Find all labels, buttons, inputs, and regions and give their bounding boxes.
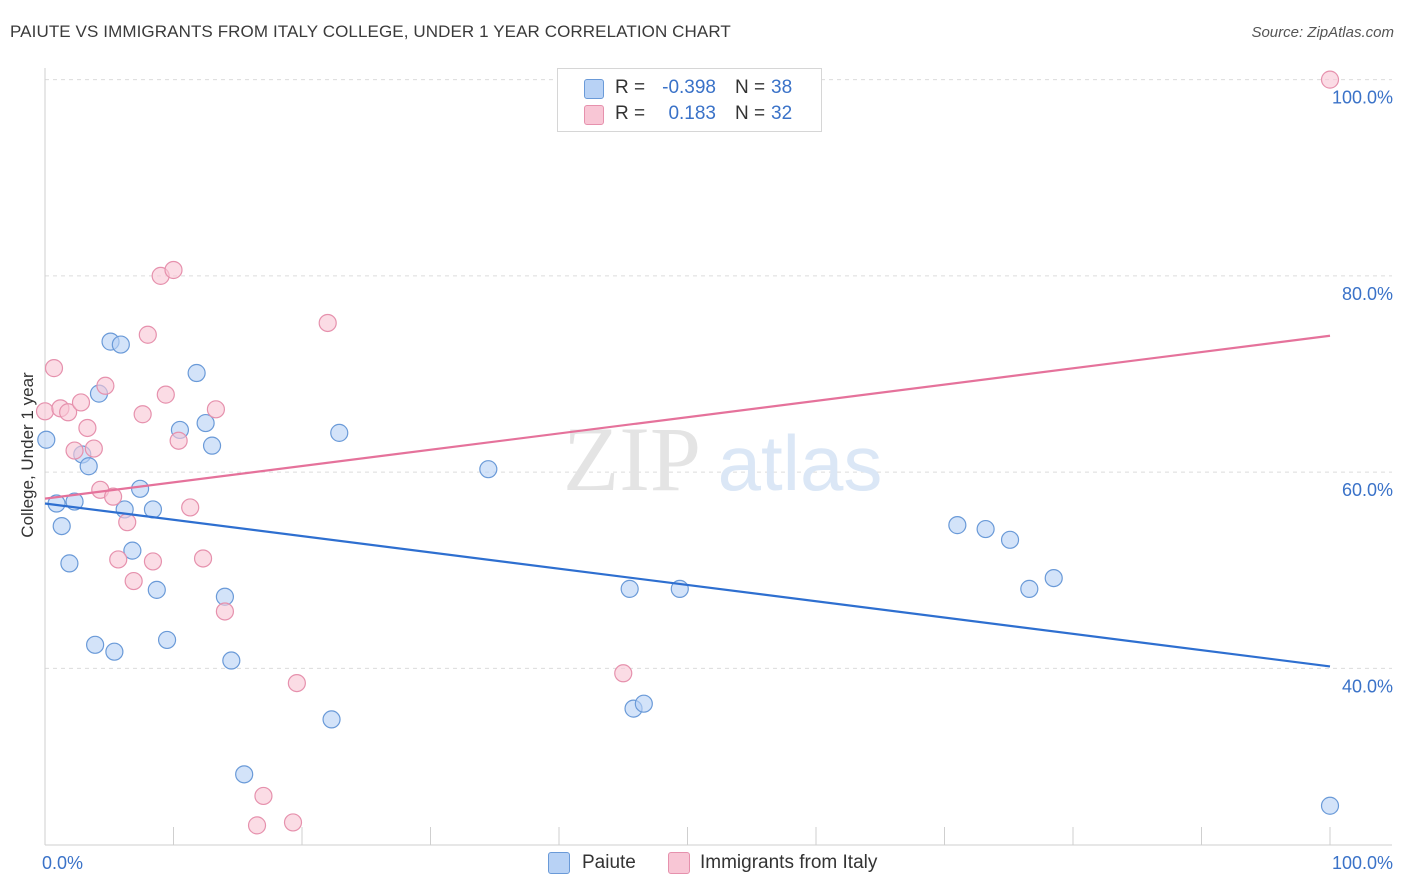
italy-point [104,487,123,506]
italy-point [215,602,234,621]
paiute-point [130,479,150,498]
italy-point [254,786,273,806]
paiute-point [222,651,241,670]
italy-point [84,439,103,458]
italy-point [156,385,175,404]
grid-lines [45,79,1392,669]
paiute-point [976,519,995,539]
italy-point [193,549,213,568]
tick-labels: 40.0% 60.0% 80.0% 100.0% 0.0% 100.0% [42,88,1393,873]
watermark: ZIP atlas [563,408,882,510]
italy-point [138,325,157,344]
italy-point [78,418,97,438]
paiute-point [330,423,349,442]
italy-point [44,359,64,378]
paiute-point [1320,796,1340,815]
italy-point [181,498,200,517]
paiute-point [634,694,653,713]
italy-trend-line [44,334,1331,500]
paiute-point [620,579,639,598]
italy-point [287,673,306,693]
paiute-point [123,541,142,560]
paiute-legend-swatch [548,852,570,874]
y-tick-label: 100.0% [1332,88,1393,108]
paiute-point [37,430,56,449]
paiute-point [202,436,222,455]
chart-title: PAIUTE VS IMMIGRANTS FROM ITALY COLLEGE,… [10,22,731,41]
y-tick-label: 80.0% [1342,284,1393,304]
y-axis-label: College, Under 1 year [18,372,37,538]
r-value: -0.398 [662,77,716,98]
italy-point [164,260,183,280]
paiute-point [479,460,498,479]
paiute-point [79,457,98,476]
y-tick-label: 40.0% [1342,676,1393,696]
italy-legend-label: Immigrants from Italy [700,852,878,873]
paiute-point [1044,568,1063,588]
paiute-point [187,363,206,383]
italy-point [71,393,91,412]
italy-point [133,405,152,424]
italy-point [65,441,84,460]
paiute-point [1020,579,1039,598]
paiute-point [948,516,967,535]
italy-point [59,403,78,422]
italy-point [143,552,163,571]
n-label: N = [735,77,766,98]
paiute-point [157,630,177,650]
n-value: 32 [771,103,793,124]
watermark-atlas: atlas [718,419,883,507]
trend-lines [44,334,1331,668]
italy-point [109,550,128,569]
y-tick-label: 60.0% [1342,480,1393,500]
paiute-point [147,580,166,599]
paiute-legend-label: Paiute [582,852,636,873]
n-value: 38 [771,77,793,98]
axes [44,68,1392,846]
stats-legend: R = -0.398 N = 38 R = 0.183 N = 32 [557,68,822,132]
italy-point [96,376,115,395]
paiute-point [235,765,254,784]
n-label: N = [735,103,766,124]
paiute-swatch [584,79,604,99]
paiute-point [322,710,341,729]
italy-point [124,571,143,591]
italy-point [318,313,337,333]
paiute-point [105,642,124,661]
r-label: R = [615,77,646,98]
italy-point [35,402,55,421]
italy-swatch [584,105,604,125]
paiute-point [196,413,215,433]
italy-point [206,400,226,419]
italy-legend-swatch [668,852,690,874]
paiute-point [60,554,79,573]
paiute-point [111,335,130,354]
italy-point [247,816,267,835]
x-tick-label: 100.0% [1332,853,1393,873]
italy-point [118,513,137,532]
x-tick-label: 0.0% [42,853,83,873]
r-label: R = [615,103,646,124]
italy-point [614,664,633,683]
paiute-point [86,635,105,654]
legend-row-paiute: R = -0.398 N = 38 [558,76,821,100]
source-label: Source: ZipAtlas.com [1251,24,1394,41]
italy-point [283,813,303,832]
data-points [35,70,1340,835]
italy-point [169,431,188,450]
paiute-point [52,516,71,536]
italy-point [1320,70,1340,89]
paiute-point [1000,530,1020,549]
r-value: 0.183 [668,103,716,124]
paiute-trend-line [44,502,1331,668]
legend-row-italy: R = 0.183 N = 32 [558,102,821,126]
